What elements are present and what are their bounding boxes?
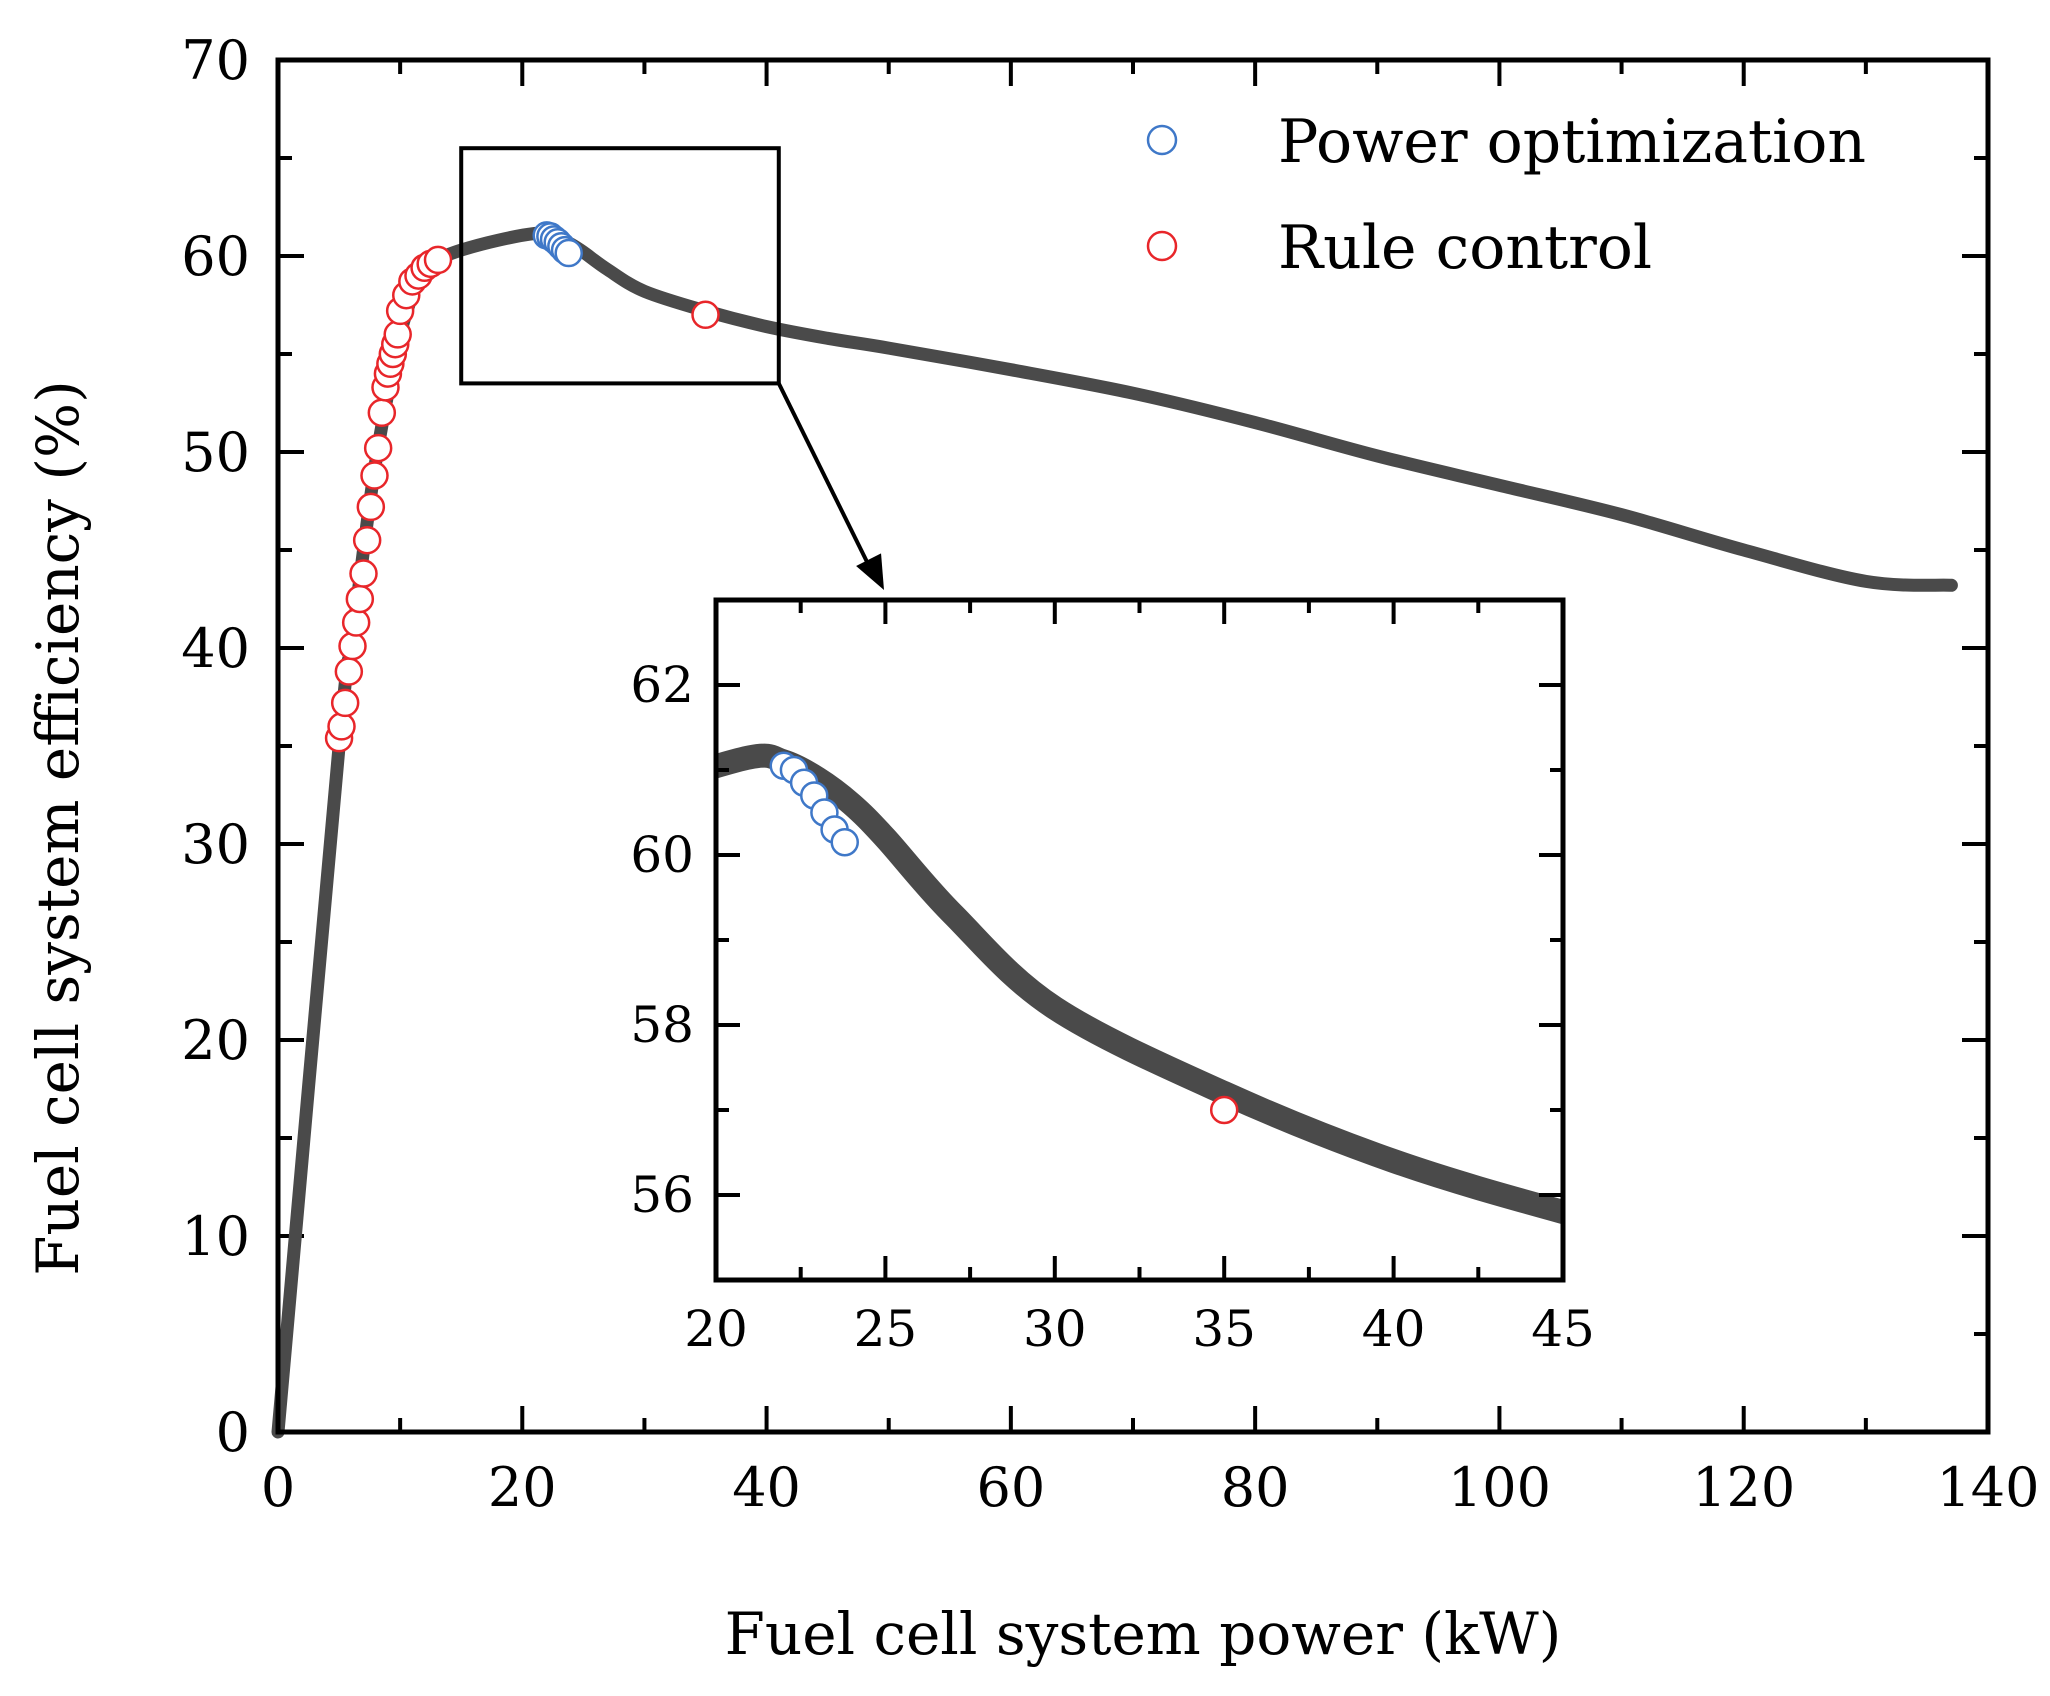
point-rule-control bbox=[383, 320, 412, 349]
x-tick-label: 60 bbox=[976, 1456, 1045, 1519]
inset-scatter-points bbox=[769, 751, 1239, 1125]
x-axis-title: Fuel cell system power (kW) bbox=[725, 1600, 1562, 1668]
point-rule-control bbox=[367, 398, 397, 428]
main-tick-labels: 0 20 40 60 80 100 120 140 0 10 20 30 40 50 60 70 bbox=[181, 29, 2039, 1519]
y-axis-title: Fuel cell system efficiency (%) bbox=[24, 380, 92, 1275]
inset-x-tick-label: 20 bbox=[684, 1300, 748, 1358]
point-rule-control bbox=[363, 433, 393, 463]
inset-y-tick-label: 60 bbox=[630, 826, 694, 884]
legend-label-power-optimization: Power optimization bbox=[1278, 107, 1866, 177]
y-tick-label: 40 bbox=[181, 617, 250, 680]
x-tick-label: 100 bbox=[1448, 1456, 1551, 1519]
point-rule-control bbox=[349, 559, 378, 588]
y-tick-label: 0 bbox=[216, 1401, 250, 1464]
inset-x-tick-label: 25 bbox=[854, 1300, 918, 1358]
point-rule-control bbox=[341, 608, 371, 637]
x-tick-label: 120 bbox=[1692, 1456, 1795, 1519]
inset-y-tick-label: 62 bbox=[630, 656, 694, 714]
inset-y-tick-label: 58 bbox=[630, 996, 694, 1054]
x-tick-label: 0 bbox=[261, 1456, 295, 1519]
zoom-region-box bbox=[459, 146, 781, 386]
legend-label-rule-control: Rule control bbox=[1278, 213, 1652, 283]
legend-marker-rule-control bbox=[1146, 230, 1178, 262]
inset-x-tick-label: 45 bbox=[1531, 1300, 1595, 1358]
x-tick-label: 40 bbox=[732, 1456, 801, 1519]
y-tick-label: 70 bbox=[181, 29, 250, 92]
y-tick-label: 50 bbox=[181, 421, 250, 484]
y-tick-label: 10 bbox=[181, 1205, 250, 1268]
point-rule-control bbox=[423, 245, 453, 275]
inset-x-tick-label: 40 bbox=[1362, 1300, 1426, 1358]
x-tick-label: 140 bbox=[1936, 1456, 2039, 1519]
x-tick-label: 20 bbox=[488, 1456, 557, 1519]
legend-marker-power-optimization bbox=[1146, 124, 1178, 156]
main-scatter-points bbox=[324, 221, 720, 753]
point-rule-control bbox=[345, 584, 375, 614]
inset-y-tick-label: 56 bbox=[630, 1166, 694, 1224]
y-tick-label: 60 bbox=[181, 225, 250, 288]
inset-point-rule-control bbox=[1209, 1095, 1239, 1125]
point-rule-control bbox=[327, 712, 356, 741]
point-rule-control bbox=[338, 631, 367, 661]
point-power-optimization bbox=[554, 238, 583, 268]
zoom-arrow bbox=[776, 382, 884, 590]
zoom-arrow-shaft bbox=[776, 382, 876, 577]
inset-plot-frame bbox=[713, 597, 1566, 1283]
point-rule-control bbox=[360, 461, 389, 490]
inset-x-tick-label: 35 bbox=[1192, 1300, 1256, 1358]
legend: Power optimization Rule control bbox=[1146, 107, 1866, 283]
x-tick-label: 80 bbox=[1221, 1456, 1290, 1519]
main-plot-frame bbox=[275, 57, 1991, 1435]
y-tick-label: 20 bbox=[181, 1009, 250, 1072]
zoom-arrow-head bbox=[856, 553, 884, 590]
inset-point-power-optimization bbox=[830, 828, 859, 857]
y-tick-label: 30 bbox=[181, 813, 250, 876]
point-rule-control bbox=[352, 525, 382, 555]
point-rule-control bbox=[691, 300, 720, 330]
point-rule-control bbox=[356, 492, 386, 522]
inset-tick-labels: 20 25 30 35 40 45 56 58 60 62 bbox=[630, 656, 1594, 1358]
point-rule-control bbox=[334, 657, 364, 686]
point-rule-control bbox=[330, 688, 360, 718]
inset-x-tick-label: 30 bbox=[1023, 1300, 1087, 1358]
